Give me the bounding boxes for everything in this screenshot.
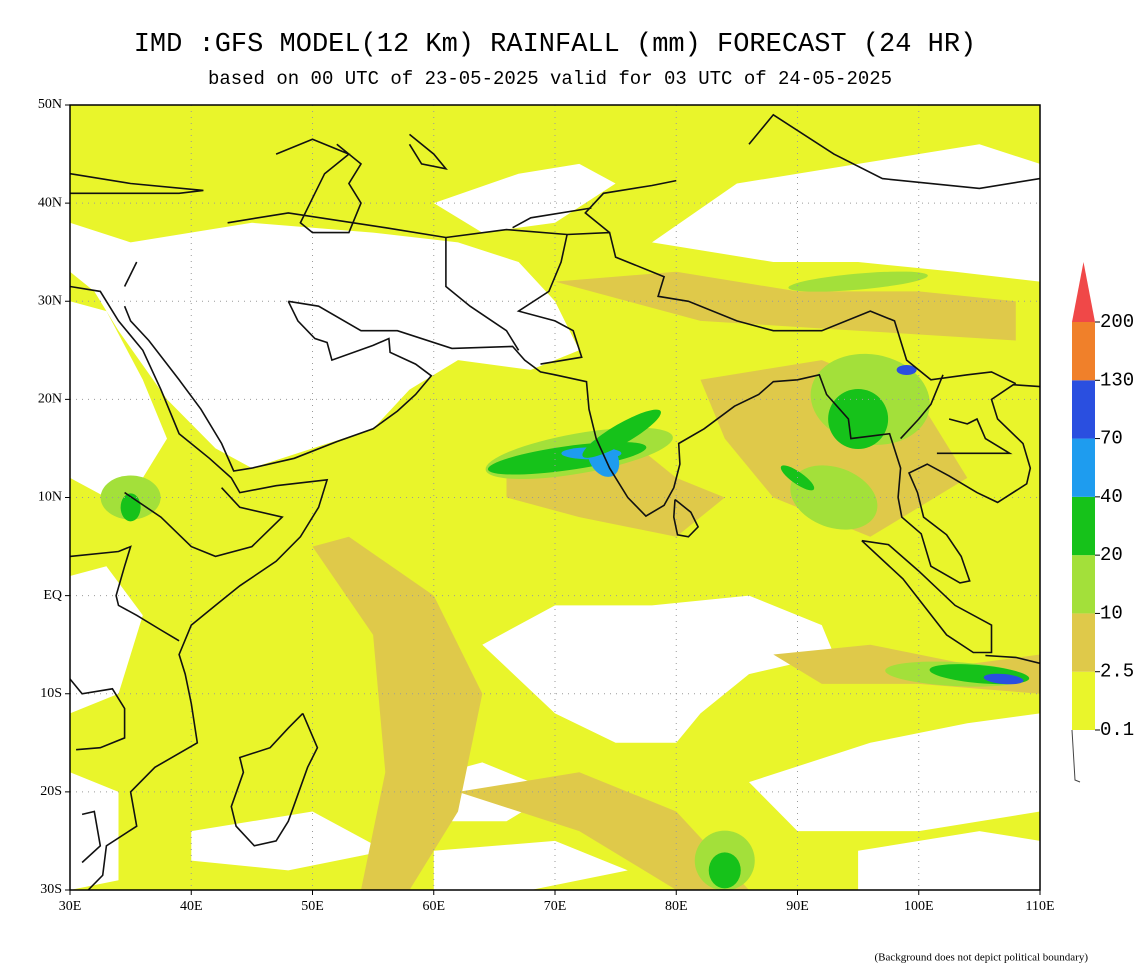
lat-label: 40N	[38, 195, 62, 210]
coastline	[70, 285, 329, 890]
dry-area	[858, 831, 1040, 890]
rain-heavy	[582, 409, 661, 458]
legend-swatch	[1072, 555, 1095, 614]
coastline	[408, 133, 448, 171]
legend-label: 20	[1100, 544, 1123, 566]
lon-label: 110E	[1025, 899, 1054, 914]
coastline	[672, 498, 700, 538]
lon-label: 60E	[422, 899, 445, 914]
lon-label: 30E	[59, 899, 82, 914]
coastline	[584, 179, 677, 234]
coastline	[748, 113, 1040, 190]
coastline	[230, 712, 319, 847]
coastline	[227, 212, 1017, 385]
legend-label: 40	[1100, 486, 1123, 508]
legend-label: 200	[1100, 311, 1134, 333]
coastline	[123, 261, 138, 287]
legend-swatch	[1072, 322, 1095, 381]
map-area	[70, 105, 1040, 890]
rain-heavy	[828, 389, 889, 449]
rain-extreme	[896, 364, 917, 375]
dry-area	[70, 566, 143, 714]
lon-label: 40E	[180, 899, 203, 914]
legend-label: 2.5	[1100, 661, 1134, 683]
lat-label: 30N	[38, 293, 62, 308]
lon-label: 50E	[301, 899, 324, 914]
legend-label: 10	[1100, 602, 1123, 624]
legend: 0.1 2.5 10 20 40 70 130 200	[1071, 262, 1134, 783]
legend-arrow	[1072, 262, 1095, 322]
legend-label: 70	[1100, 428, 1123, 450]
rain-band	[312, 536, 483, 890]
coastline	[445, 237, 520, 351]
lat-label: 50N	[38, 97, 62, 112]
lat-label: 30S	[40, 882, 62, 897]
dry-area	[433, 163, 616, 233]
dry-area	[70, 222, 580, 469]
coastline	[70, 172, 204, 195]
rain-moderate	[788, 271, 928, 292]
dry-area	[433, 840, 628, 890]
lon-label: 70E	[544, 899, 567, 914]
legend-swatch	[1072, 438, 1095, 497]
coastline	[936, 417, 1013, 455]
legend-swatch	[1072, 613, 1095, 672]
lon-label: 80E	[665, 899, 688, 914]
legend-label: 130	[1100, 369, 1134, 391]
coastline	[516, 234, 583, 365]
dry-area	[191, 811, 386, 871]
coastline	[288, 300, 1040, 584]
rain-band	[555, 271, 1016, 341]
lat-label: 10S	[40, 686, 62, 701]
lon-label: 100E	[904, 899, 934, 914]
lat-label: EQ	[43, 588, 62, 603]
rain-extreme	[983, 673, 1024, 685]
coastline	[70, 678, 126, 751]
legend-label: 0.1	[1100, 719, 1134, 741]
coastline	[861, 539, 993, 654]
footnote: (Background does not depict political bo…	[874, 952, 1088, 964]
coastline	[124, 487, 284, 558]
coastline	[985, 654, 1040, 665]
lat-label: 20S	[40, 784, 62, 799]
rain-heavy	[708, 852, 741, 889]
title: IMD :GFS MODEL(12 Km) RAINFALL (mm) FORE…	[134, 30, 977, 60]
dry-area	[70, 772, 119, 890]
rain-band	[458, 772, 749, 890]
coastline	[512, 207, 592, 229]
legend-swatch	[1072, 496, 1095, 556]
dry-area	[749, 713, 1040, 832]
rain-moderate	[790, 465, 878, 530]
coastline	[70, 545, 180, 642]
lon-label: 90E	[786, 899, 809, 914]
dry-area	[652, 144, 1040, 282]
dry-area	[482, 595, 834, 743]
coastline	[275, 138, 363, 234]
coastline	[900, 374, 944, 440]
legend-swatch	[1072, 671, 1095, 730]
legend-swatch	[1072, 380, 1095, 439]
subtitle: based on 00 UTC of 23-05-2025 valid for …	[208, 68, 892, 90]
coastline	[81, 810, 102, 864]
coastline	[123, 300, 433, 472]
lat-label: 20N	[38, 392, 62, 407]
lat-label: 10N	[38, 490, 62, 505]
legend-tail	[1071, 729, 1081, 783]
